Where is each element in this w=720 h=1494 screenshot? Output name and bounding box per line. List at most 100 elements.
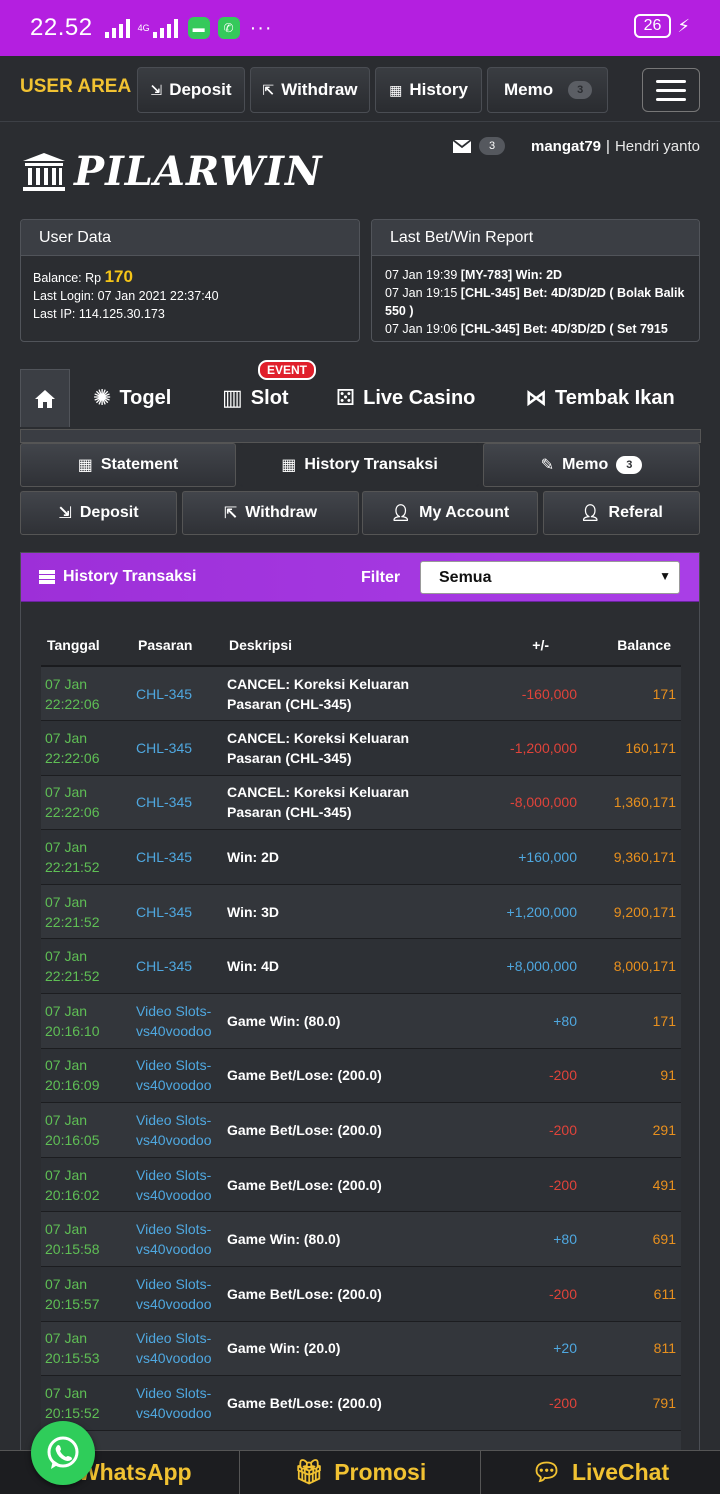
tab-underline — [20, 429, 701, 443]
menu-hamburger-icon[interactable] — [642, 68, 700, 112]
row-balance: 1,360,171 — [581, 775, 681, 831]
row-date: 07 Jan 20:16:02 — [41, 1157, 132, 1213]
col-balance[interactable]: Balance — [581, 624, 681, 667]
last-login: Last Login: 07 Jan 2021 22:37:40 — [33, 289, 219, 303]
table-row: 07 Jan 22:22:06 CHL-345 CANCEL: Koreksi Kel… — [41, 720, 681, 776]
withdraw-sub-button[interactable]: ⇱ Withdraw — [182, 491, 359, 535]
table-row: 07 Jan 22:22:06 CHL-345 CANCEL: Koreksi Kel… — [41, 775, 681, 831]
row-pasaran[interactable]: Video Slots-vs40voodoo — [132, 1266, 223, 1322]
row-balance: 160,171 — [581, 720, 681, 776]
my-account-button[interactable]: 👤︎ My Account — [362, 491, 538, 535]
table-row: 07 Jan 20:15:53 Video Slots-vs40voodoo Game… — [41, 1321, 681, 1377]
row-balance: 9,360,171 — [581, 829, 681, 885]
withdraw-icon: ⇱ — [223, 505, 238, 522]
calendar-icon: ▦ — [389, 81, 403, 98]
slot-label: Slot — [250, 386, 289, 409]
row-date: 07 Jan 22:21:52 — [41, 884, 132, 940]
memo-button[interactable]: Memo 3 — [487, 67, 608, 113]
tab-slot[interactable]: ▥ Slot — [222, 369, 289, 427]
user-info: 3 mangat79 | Hendri yanto — [453, 137, 700, 155]
row-amount: +1,200,000 — [441, 884, 581, 940]
deposit-sub-button[interactable]: ⇲ Deposit — [20, 491, 177, 535]
report-line: 07 Jan 19:15 [CHL-345] Bet: 4D/3D/2D ( B… — [385, 286, 685, 318]
real-name: Hendri yanto — [614, 137, 700, 155]
fish-icon: ⋈ — [525, 385, 547, 410]
last-ip: Last IP: 114.125.30.173 — [33, 307, 165, 321]
promosi-label: Promosi — [334, 1459, 427, 1485]
col-amount[interactable]: +/- — [441, 624, 581, 667]
table-header-row: Tanggal Pasaran Deskripsi +/- Balance — [41, 624, 681, 667]
whatsapp-float-button[interactable] — [31, 1421, 95, 1485]
withdraw-label: Withdraw — [281, 80, 358, 99]
row-pasaran[interactable]: CHL-345 — [132, 884, 223, 940]
history-label: History — [409, 80, 468, 99]
row-amount: -1,200,000 — [441, 720, 581, 776]
row-pasaran[interactable]: Video Slots-vs40voodoo — [132, 1211, 223, 1268]
whatsapp-icon — [47, 1436, 79, 1469]
row-date: 07 Jan 22:22:06 — [41, 720, 132, 776]
row-amount: +160,000 — [441, 829, 581, 885]
history-transaksi-button[interactable]: ▦ History Transaksi — [240, 443, 479, 487]
row-pasaran[interactable]: Video Slots-vs40voodoo — [132, 1048, 223, 1104]
mail-icon[interactable] — [453, 139, 471, 153]
row-description: Game Win: (20.0) — [223, 1321, 441, 1377]
row-pasaran[interactable]: CHL-345 — [132, 938, 223, 995]
row-pasaran[interactable]: CHL-345 — [132, 720, 223, 776]
row-balance: 171 — [581, 993, 681, 1049]
row-description: Game Bet/Lose: (200.0) — [223, 1048, 441, 1104]
brand-logo[interactable]: PILARWIN — [22, 148, 323, 195]
live-casino-label: Live Casino — [363, 386, 476, 409]
balance-label: Balance: Rp — [33, 271, 102, 285]
row-amount: -8,000,000 — [441, 775, 581, 831]
history-header: History Transaksi Filter Semua ▼ — [21, 553, 699, 602]
report-title: Last Bet/Win Report — [372, 220, 699, 256]
tab-live-casino[interactable]: ⚄ Live Casino — [336, 369, 475, 427]
deposit-button[interactable]: ⇲ Deposit — [137, 67, 245, 113]
user-icon: 👤︎ — [390, 505, 412, 522]
filter-select[interactable]: Semua ▼ — [420, 561, 680, 594]
row-pasaran[interactable]: Video Slots-vs40voodoo — [132, 1321, 223, 1377]
deposit-label: Deposit — [169, 80, 232, 99]
row-pasaran[interactable]: CHL-345 — [132, 775, 223, 831]
history-transaksi-label: History Transaksi — [304, 456, 438, 473]
memo-sub-count-badge: 3 — [616, 456, 643, 474]
row-pasaran[interactable]: Video Slots-vs40voodoo — [132, 993, 223, 1049]
my-account-label: My Account — [419, 504, 510, 521]
row-pasaran[interactable]: CHL-345 — [132, 829, 223, 885]
livechat-button[interactable]: 💬︎ LiveChat — [481, 1451, 720, 1494]
row-pasaran[interactable]: Video Slots-vs40voodoo — [132, 1157, 223, 1213]
row-description: Game Bet/Lose: (200.0) — [223, 1157, 441, 1213]
username: mangat79 — [531, 137, 602, 155]
row-pasaran[interactable]: CHL-345 — [132, 666, 223, 722]
row-pasaran[interactable]: Video Slots-vs40voodoo — [132, 1102, 223, 1158]
referal-button[interactable]: 👤︎ Referal — [543, 491, 700, 535]
tab-togel[interactable]: ✺ Togel — [93, 369, 171, 427]
row-balance: 691 — [581, 1211, 681, 1268]
memo-label: Memo — [504, 80, 554, 99]
row-pasaran[interactable]: Video Slots-vs40voodoo — [132, 1375, 223, 1431]
statement-label: Statement — [100, 456, 179, 473]
col-deskripsi[interactable]: Deskripsi — [223, 624, 441, 667]
user-data-panel: User Data Balance: Rp 170 Last Login: 07… — [20, 219, 360, 342]
table-row: 07 Jan 22:21:52 CHL-345 Win: 3D +1,200,000 9,… — [41, 884, 681, 940]
memo-sub-button[interactable]: ✎ Memo 3 — [483, 443, 700, 487]
history-button[interactable]: ▦ History — [375, 67, 482, 113]
row-description: Win: 2D — [223, 829, 441, 885]
row-balance: 811 — [581, 1321, 681, 1377]
row-description: CANCEL: Koreksi Keluaran Pasaran (CHL-34… — [223, 720, 441, 776]
memo-count-badge: 3 — [568, 81, 593, 99]
network-type: 4G — [137, 23, 150, 33]
tab-home[interactable] — [20, 369, 70, 427]
promosi-button[interactable]: 🎁︎ Promosi — [240, 1451, 481, 1494]
col-pasaran[interactable]: Pasaran — [132, 624, 223, 667]
statement-button[interactable]: ▦ Statement — [20, 443, 236, 487]
status-bar: 22.52 4G ▬ ✆ ··· 26 ⚡ — [0, 0, 720, 56]
row-description: CANCEL: Koreksi Keluaran Pasaran (CHL-34… — [223, 666, 441, 722]
deposit-icon: ⇲ — [150, 81, 163, 98]
row-amount: -200 — [441, 1102, 581, 1158]
col-tanggal[interactable]: Tanggal — [41, 624, 132, 667]
whatsapp-notification-icon: ✆ — [217, 17, 240, 39]
tab-tembak-ikan[interactable]: ⋈ Tembak Ikan — [525, 369, 675, 427]
row-balance: 491 — [581, 1157, 681, 1213]
withdraw-button[interactable]: ⇱ Withdraw — [250, 67, 370, 113]
